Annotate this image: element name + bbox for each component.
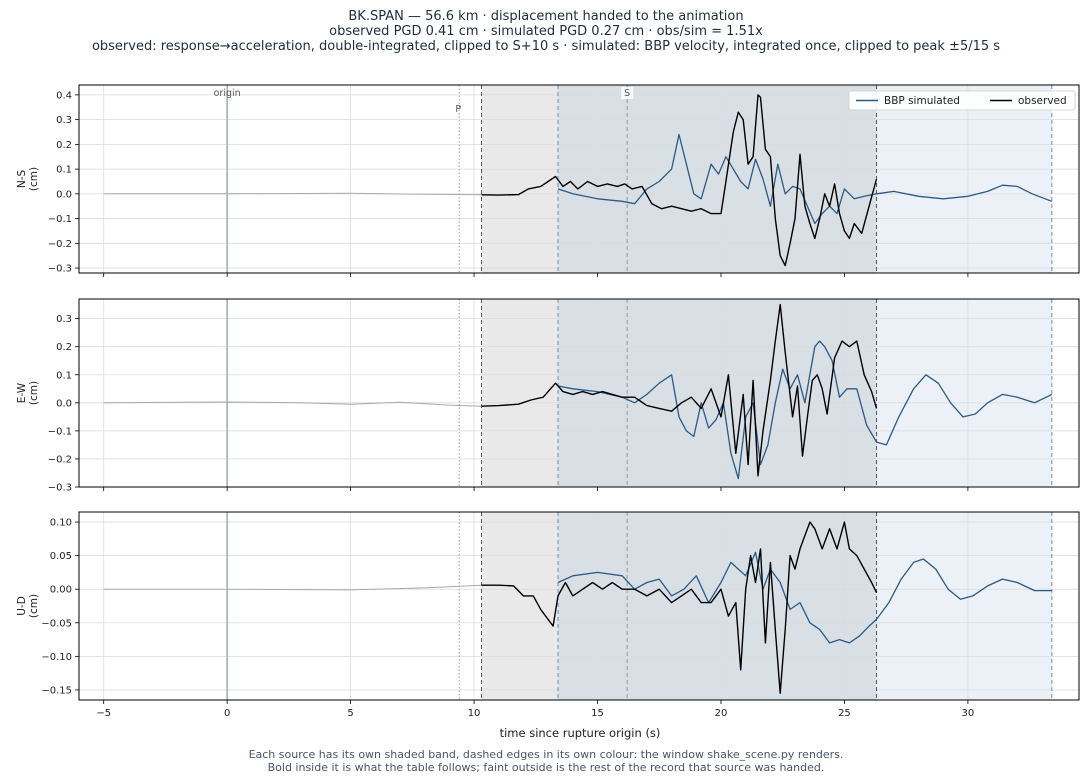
y-tick-label: 0.0 <box>56 189 72 200</box>
panel-frame <box>78 84 1080 274</box>
x-tick-label: −5 <box>96 708 111 719</box>
x-tick-label: 25 <box>838 708 851 719</box>
y-tick-label: 0.1 <box>56 165 72 176</box>
y-axis-label: U-D <box>16 596 28 616</box>
x-tick-label: 0 <box>224 708 230 719</box>
y-axis-unit: (cm) <box>28 167 40 191</box>
observed-series-line <box>481 521 878 694</box>
y-tick-label: 0.05 <box>50 551 72 562</box>
observed-faint-line <box>103 401 482 407</box>
y-axis-unit: (cm) <box>28 594 40 618</box>
x-tick-label: 10 <box>468 708 481 719</box>
panel-u-d: −0.15 −0.10 −0.05 0.00 0.05 0.10 −5 0 5 10 15 20 25 3… <box>16 511 1080 719</box>
y-tick-label: −0.3 <box>48 483 72 494</box>
y-tick-label: −0.05 <box>41 618 72 629</box>
y-tick-label: 0.0 <box>56 398 72 409</box>
legend-box <box>848 90 1076 111</box>
y-axis-unit: (cm) <box>28 381 40 405</box>
simulated-window-band <box>558 85 1052 273</box>
y-tick-label: −0.2 <box>48 454 72 465</box>
y-tick-label: −0.3 <box>48 264 72 275</box>
y-tick-label: −0.10 <box>41 652 72 663</box>
y-axis-label: E-W <box>16 382 28 403</box>
observed-series-line <box>481 94 878 267</box>
y-tick-label: 0.4 <box>56 90 72 101</box>
footer-note-line2: Bold inside it is what the table follows… <box>268 761 825 774</box>
legend-label-simulated: BBP simulated <box>884 95 960 107</box>
y-tick-label: −0.1 <box>48 426 72 437</box>
observed-faint-line <box>103 584 482 591</box>
observed-faint-line <box>103 192 482 196</box>
x-tick-label: 15 <box>591 708 604 719</box>
simulated-window-band <box>558 512 1052 700</box>
legend: BBP simulated observed <box>848 90 1076 111</box>
simulated-series-line <box>557 340 1053 480</box>
figure-title-line1: BK.SPAN — 56.6 km · displacement handed … <box>348 9 743 24</box>
y-tick-label: −0.2 <box>48 239 72 250</box>
y-tick-label: −0.1 <box>48 214 72 225</box>
y-tick-label: 0.3 <box>56 115 72 126</box>
y-tick-label: 0.1 <box>56 370 72 381</box>
simulated-window-band <box>558 299 1052 487</box>
x-axis-label: time since rupture origin (s) <box>500 726 661 740</box>
simulated-series-line <box>557 133 1053 225</box>
observed-series-line <box>481 303 878 477</box>
figure-title-line2: observed PGD 0.41 cm · simulated PGD 0.2… <box>329 24 763 39</box>
x-tick-label: 20 <box>715 708 728 719</box>
overlap-window-band <box>558 512 877 700</box>
x-tick-label: 5 <box>347 708 353 719</box>
y-tick-label: 0.2 <box>56 140 72 151</box>
origin-annotation: origin <box>214 88 241 99</box>
y-axis-label: N-S <box>16 170 28 189</box>
s-annotation-bg <box>621 87 634 99</box>
overlap-window-band <box>558 85 877 273</box>
panel-e-w: −0.3 −0.2 −0.1 0.0 0.1 0.2 0.3 E-W (cm) <box>16 298 1080 494</box>
y-tick-label: 0.10 <box>50 518 72 529</box>
panel-frame <box>78 511 1080 701</box>
s-annotation: S <box>624 88 630 99</box>
footer-note-line1: Each source has its own shaded band, das… <box>249 748 844 761</box>
figure-title-line3: observed: response→acceleration, double-… <box>92 39 1000 54</box>
legend-label-observed: observed <box>1018 95 1067 107</box>
p-annotation: P <box>455 104 461 115</box>
panel-n-s: −0.3 −0.2 −0.1 0.0 0.1 0.2 0.3 0.4 N-S (cm) origin… <box>16 84 1080 277</box>
y-tick-label: 0.3 <box>56 314 72 325</box>
y-tick-label: −0.15 <box>41 685 72 696</box>
y-tick-label: 0.00 <box>50 585 72 596</box>
y-tick-label: 0.2 <box>56 342 72 353</box>
panel-frame <box>78 298 1080 488</box>
x-tick-label: 30 <box>962 708 975 719</box>
simulated-series-line <box>557 551 1052 644</box>
panels-group: −0.3−0.2−0.10.00.10.20.30.4N-S (cm)origin… <box>16 84 1080 719</box>
